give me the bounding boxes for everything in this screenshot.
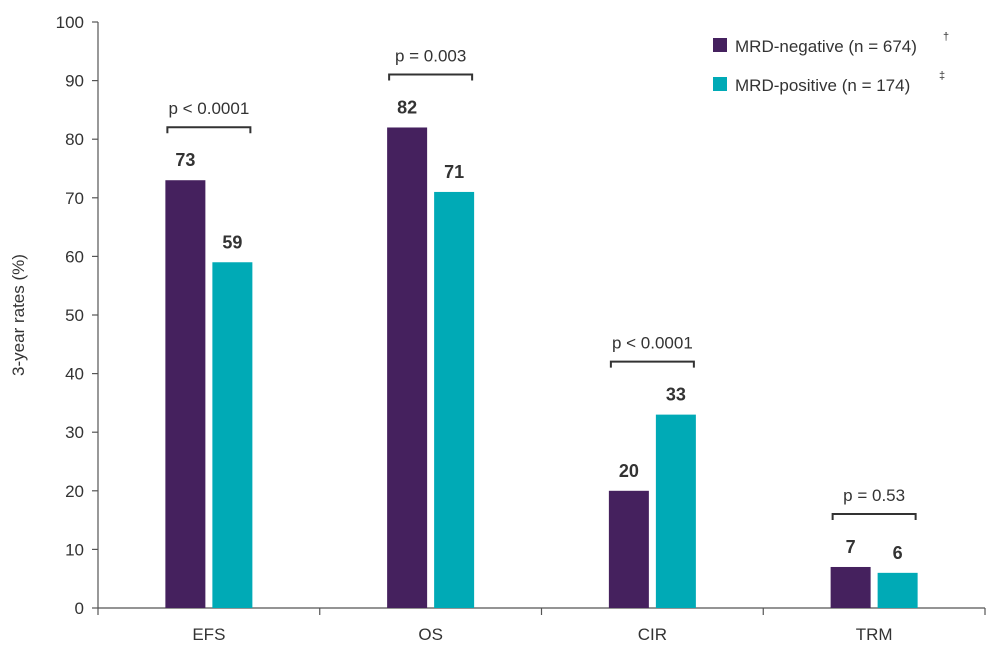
y-tick-label: 80 (65, 130, 84, 149)
x-tick-label-cir: CIR (638, 625, 667, 644)
y-tick-label: 30 (65, 423, 84, 442)
legend-marker-mrd-positive: ‡ (939, 70, 945, 82)
x-tick-label-os: OS (418, 625, 443, 644)
y-tick-label: 60 (65, 247, 84, 266)
p-value-annotations: p < 0.0001 p = 0.003 p < 0.0001 p = 0.53 (166, 46, 917, 520)
bar-cir-mrd-negative (608, 490, 649, 608)
data-label-cir-mrd-negative: 20 (619, 461, 639, 481)
y-tick-label: 50 (65, 306, 84, 325)
data-label-efs-mrd-positive: 59 (222, 232, 242, 252)
y-axis-label: 3-year rates (%) (9, 254, 28, 376)
bar-os-mrd-positive (434, 191, 475, 608)
legend-swatch-mrd-positive (713, 77, 727, 91)
p-value-label-cir: p < 0.0001 (612, 334, 693, 353)
y-tick-label: 10 (65, 540, 84, 559)
p-value-label-trm: p = 0.53 (843, 486, 905, 505)
p-value-bracket-trm (831, 512, 917, 520)
p-value-bracket-os (388, 73, 474, 81)
x-tick-label-efs: EFS (192, 625, 225, 644)
legend-marker-mrd-negative: † (943, 31, 949, 43)
data-label-trm-mrd-negative: 7 (846, 537, 856, 557)
bar-efs-mrd-negative (165, 180, 206, 608)
data-labels: 73 59 82 71 20 33 7 6 (175, 97, 902, 562)
data-label-os-mrd-negative: 82 (397, 97, 417, 117)
y-tick-label: 20 (65, 482, 84, 501)
bars (165, 127, 918, 608)
data-label-cir-mrd-positive: 33 (666, 385, 686, 405)
legend-swatch-mrd-negative (713, 38, 727, 52)
p-value-label-os: p = 0.003 (395, 46, 466, 65)
y-tick-label: 40 (65, 365, 84, 384)
bar-trm-mrd-positive (877, 572, 918, 608)
y-tick-label: 0 (75, 599, 84, 618)
bar-os-mrd-negative (387, 127, 428, 608)
bar-trm-mrd-negative (830, 566, 871, 608)
data-label-os-mrd-positive: 71 (444, 162, 464, 182)
y-tick-label: 90 (65, 72, 84, 91)
p-value-bracket-cir (609, 360, 695, 368)
legend: MRD-negative (n = 674) † MRD-positive (n… (713, 31, 949, 95)
bar-efs-mrd-positive (212, 262, 253, 608)
legend-label-mrd-negative: MRD-negative (n = 674) (735, 37, 917, 56)
data-label-efs-mrd-negative: 73 (175, 150, 195, 170)
data-label-trm-mrd-positive: 6 (893, 543, 903, 563)
y-tick-label: 100 (56, 13, 84, 32)
legend-label-mrd-positive: MRD-positive (n = 174) (735, 76, 910, 95)
p-value-label-efs: p < 0.0001 (168, 99, 249, 118)
x-tick-label-trm: TRM (856, 625, 893, 644)
p-value-bracket-efs (166, 126, 252, 134)
axes: 0 10 20 30 40 50 60 70 80 90 100 EFS OS CIR TRM (56, 13, 986, 644)
y-tick-label: 70 (65, 189, 84, 208)
bar-cir-mrd-positive (655, 414, 696, 608)
